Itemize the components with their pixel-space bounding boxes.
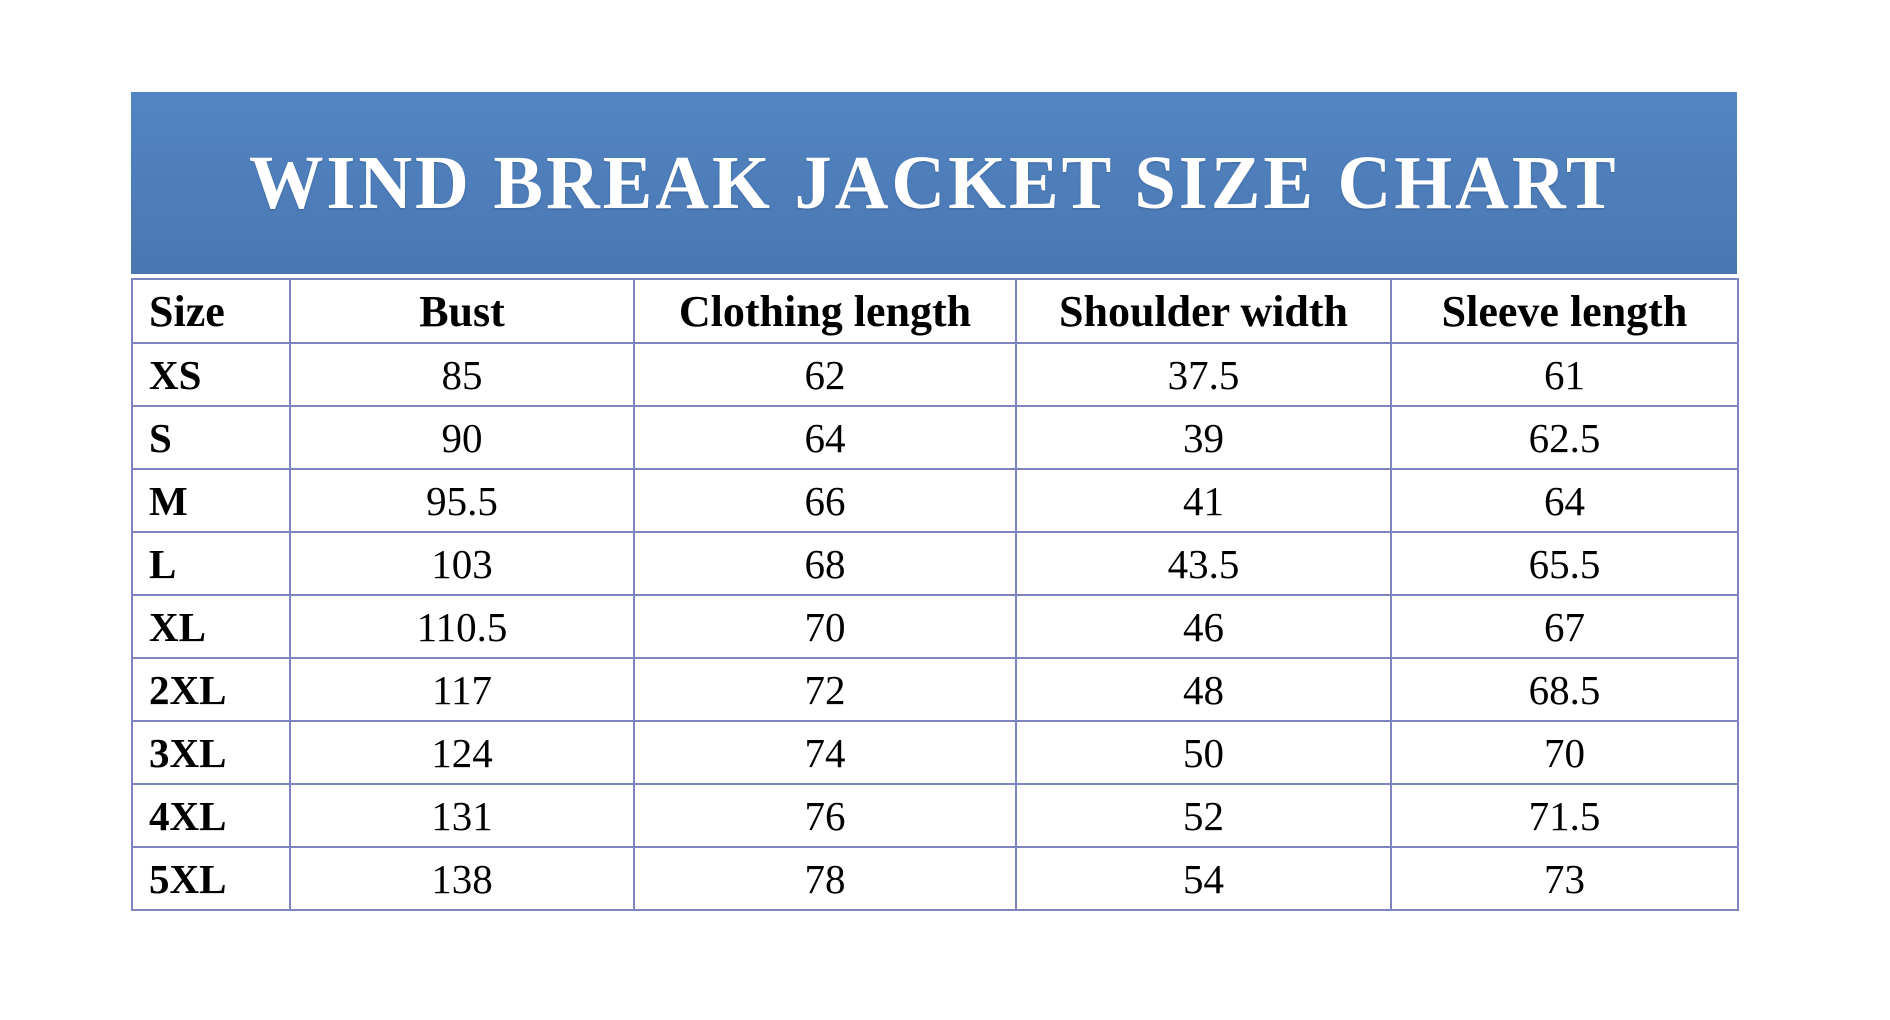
table-row: 2XL 117 72 48 68.5 <box>131 657 1739 722</box>
size-cell: XL <box>131 594 291 659</box>
clothing-length-cell: 62 <box>633 342 1017 407</box>
column-header-bust: Bust <box>289 278 635 344</box>
size-table-header: Size Bust Clothing length Shoulder width… <box>131 278 1739 344</box>
size-cell: 4XL <box>131 783 291 848</box>
table-row: S 90 64 39 62.5 <box>131 405 1739 470</box>
column-header-shoulder-width: Shoulder width <box>1015 278 1392 344</box>
shoulder-width-cell: 39 <box>1015 405 1392 470</box>
header-row: Size Bust Clothing length Shoulder width… <box>131 278 1739 344</box>
clothing-length-cell: 72 <box>633 657 1017 722</box>
shoulder-width-cell: 52 <box>1015 783 1392 848</box>
bust-cell: 95.5 <box>289 468 635 533</box>
bust-cell: 110.5 <box>289 594 635 659</box>
table-row: M 95.5 66 41 64 <box>131 468 1739 533</box>
shoulder-width-cell: 54 <box>1015 846 1392 911</box>
shoulder-width-cell: 46 <box>1015 594 1392 659</box>
clothing-length-cell: 64 <box>633 405 1017 470</box>
size-cell: XS <box>131 342 291 407</box>
clothing-length-cell: 70 <box>633 594 1017 659</box>
shoulder-width-cell: 43.5 <box>1015 531 1392 596</box>
bust-cell: 124 <box>289 720 635 785</box>
sleeve-length-cell: 61 <box>1390 342 1739 407</box>
clothing-length-cell: 76 <box>633 783 1017 848</box>
column-header-size: Size <box>131 278 291 344</box>
size-table-body: XS 85 62 37.5 61 S 90 64 39 62.5 M 95.5 <box>131 342 1739 911</box>
size-cell: S <box>131 405 291 470</box>
bust-cell: 131 <box>289 783 635 848</box>
shoulder-width-cell: 50 <box>1015 720 1392 785</box>
sleeve-length-cell: 67 <box>1390 594 1739 659</box>
sleeve-length-cell: 68.5 <box>1390 657 1739 722</box>
size-cell: M <box>131 468 291 533</box>
size-cell: 3XL <box>131 720 291 785</box>
sleeve-length-cell: 65.5 <box>1390 531 1739 596</box>
clothing-length-cell: 68 <box>633 531 1017 596</box>
size-cell: 5XL <box>131 846 291 911</box>
sleeve-length-cell: 73 <box>1390 846 1739 911</box>
sleeve-length-cell: 71.5 <box>1390 783 1739 848</box>
clothing-length-cell: 74 <box>633 720 1017 785</box>
column-header-sleeve-length: Sleeve length <box>1390 278 1739 344</box>
size-cell: 2XL <box>131 657 291 722</box>
size-cell: L <box>131 531 291 596</box>
bust-cell: 90 <box>289 405 635 470</box>
column-header-clothing-length: Clothing length <box>633 278 1017 344</box>
table-row: XL 110.5 70 46 67 <box>131 594 1739 659</box>
shoulder-width-cell: 37.5 <box>1015 342 1392 407</box>
table-row: 4XL 131 76 52 71.5 <box>131 783 1739 848</box>
table-row: L 103 68 43.5 65.5 <box>131 531 1739 596</box>
bust-cell: 85 <box>289 342 635 407</box>
bust-cell: 117 <box>289 657 635 722</box>
bust-cell: 138 <box>289 846 635 911</box>
page-title: WIND BREAK JACKET SIZE CHART <box>249 140 1619 225</box>
table-row: XS 85 62 37.5 61 <box>131 342 1739 407</box>
size-table: Size Bust Clothing length Shoulder width… <box>131 278 1739 911</box>
sleeve-length-cell: 62.5 <box>1390 405 1739 470</box>
clothing-length-cell: 66 <box>633 468 1017 533</box>
shoulder-width-cell: 41 <box>1015 468 1392 533</box>
size-chart-banner: WIND BREAK JACKET SIZE CHART <box>131 92 1737 274</box>
table-row: 3XL 124 74 50 70 <box>131 720 1739 785</box>
sleeve-length-cell: 64 <box>1390 468 1739 533</box>
sleeve-length-cell: 70 <box>1390 720 1739 785</box>
clothing-length-cell: 78 <box>633 846 1017 911</box>
table-row: 5XL 138 78 54 73 <box>131 846 1739 911</box>
shoulder-width-cell: 48 <box>1015 657 1392 722</box>
bust-cell: 103 <box>289 531 635 596</box>
